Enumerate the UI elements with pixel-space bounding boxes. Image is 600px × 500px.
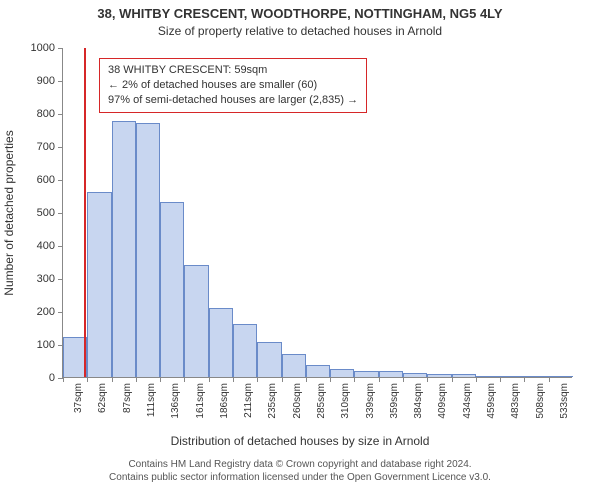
x-tick-label: 211sqm xyxy=(243,383,254,418)
x-tick xyxy=(452,377,453,382)
x-tick-label: 62sqm xyxy=(97,383,108,413)
x-tick xyxy=(87,377,88,382)
x-tick-label: 508sqm xyxy=(535,383,546,419)
y-tick xyxy=(58,114,63,115)
histogram-bar xyxy=(87,192,111,377)
y-tick xyxy=(58,312,63,313)
x-tick xyxy=(233,377,234,382)
x-tick xyxy=(282,377,283,382)
x-tick xyxy=(257,377,258,382)
x-axis-label: Distribution of detached houses by size … xyxy=(0,434,600,448)
x-tick xyxy=(136,377,137,382)
annotation-line: ← 2% of detached houses are smaller (60) xyxy=(108,78,358,93)
y-tick-label: 500 xyxy=(37,207,55,219)
x-tick-label: 87sqm xyxy=(122,383,133,413)
x-tick xyxy=(524,377,525,382)
histogram-bar xyxy=(427,374,451,377)
y-axis-label: Number of detached properties xyxy=(2,130,16,295)
histogram-bar xyxy=(184,265,208,377)
y-tick-label: 700 xyxy=(37,141,55,153)
x-tick-label: 409sqm xyxy=(437,383,448,419)
chart-footer: Contains HM Land Registry data © Crown c… xyxy=(0,458,600,484)
x-tick-label: 359sqm xyxy=(389,383,400,419)
x-tick xyxy=(500,377,501,382)
x-tick-label: 483sqm xyxy=(510,383,521,419)
chart-title-sub: Size of property relative to detached ho… xyxy=(0,24,600,38)
y-tick-label: 100 xyxy=(37,339,55,351)
y-tick-label: 200 xyxy=(37,306,55,318)
histogram-bar xyxy=(306,365,330,377)
x-tick xyxy=(184,377,185,382)
x-tick-label: 339sqm xyxy=(365,383,376,419)
y-tick xyxy=(58,246,63,247)
y-tick-label: 400 xyxy=(37,240,55,252)
x-tick-label: 136sqm xyxy=(170,383,181,419)
y-tick xyxy=(58,180,63,181)
histogram-bar xyxy=(500,376,524,377)
x-tick-label: 111sqm xyxy=(146,383,157,417)
y-tick-label: 800 xyxy=(37,108,55,120)
histogram-bar xyxy=(136,123,160,377)
x-tick-label: 434sqm xyxy=(462,383,473,419)
histogram-bar xyxy=(233,324,257,377)
x-tick-label: 186sqm xyxy=(219,383,230,419)
x-tick xyxy=(354,377,355,382)
histogram-bar xyxy=(379,371,403,377)
histogram-bar xyxy=(282,354,306,377)
x-tick xyxy=(63,377,64,382)
y-tick xyxy=(58,213,63,214)
x-tick xyxy=(379,377,380,382)
x-tick-label: 533sqm xyxy=(559,383,570,419)
y-tick-label: 900 xyxy=(37,75,55,87)
x-tick xyxy=(209,377,210,382)
x-tick xyxy=(476,377,477,382)
plot-area: 0100200300400500600700800900100037sqm62s… xyxy=(62,48,572,378)
histogram-bar xyxy=(452,374,476,377)
footer-line-2: Contains public sector information licen… xyxy=(0,471,600,484)
histogram-bar xyxy=(524,376,548,377)
x-tick xyxy=(112,377,113,382)
histogram-bar xyxy=(112,121,136,377)
chart-root: 38, WHITBY CRESCENT, WOODTHORPE, NOTTING… xyxy=(0,0,600,500)
histogram-bar xyxy=(549,376,573,377)
x-tick xyxy=(306,377,307,382)
histogram-bar xyxy=(160,202,184,377)
annotation-box: 38 WHITBY CRESCENT: 59sqm← 2% of detache… xyxy=(99,58,367,113)
x-tick xyxy=(330,377,331,382)
y-tick xyxy=(58,48,63,49)
histogram-bar xyxy=(403,373,427,377)
y-tick xyxy=(58,279,63,280)
y-tick-label: 1000 xyxy=(31,42,55,54)
x-tick xyxy=(160,377,161,382)
y-tick-label: 0 xyxy=(49,372,55,384)
y-tick-label: 600 xyxy=(37,174,55,186)
x-tick xyxy=(403,377,404,382)
x-tick-label: 161sqm xyxy=(195,383,206,419)
histogram-bar xyxy=(354,371,378,377)
x-tick xyxy=(427,377,428,382)
x-tick-label: 459sqm xyxy=(486,383,497,419)
histogram-bar xyxy=(257,342,281,377)
y-tick xyxy=(58,81,63,82)
annotation-line: 38 WHITBY CRESCENT: 59sqm xyxy=(108,63,358,78)
histogram-bar xyxy=(330,369,354,377)
y-tick-label: 300 xyxy=(37,273,55,285)
histogram-bar xyxy=(209,308,233,377)
x-tick-label: 37sqm xyxy=(73,383,84,413)
y-tick xyxy=(58,147,63,148)
x-tick-label: 384sqm xyxy=(413,383,424,419)
x-tick-label: 310sqm xyxy=(340,383,351,419)
property-marker-line xyxy=(84,48,86,377)
chart-title-main: 38, WHITBY CRESCENT, WOODTHORPE, NOTTING… xyxy=(0,6,600,21)
x-tick-label: 260sqm xyxy=(292,383,303,419)
x-tick-label: 285sqm xyxy=(316,383,327,419)
x-tick xyxy=(549,377,550,382)
footer-line-1: Contains HM Land Registry data © Crown c… xyxy=(0,458,600,471)
histogram-bar xyxy=(476,376,500,377)
annotation-line: 97% of semi-detached houses are larger (… xyxy=(108,93,358,108)
x-tick-label: 235sqm xyxy=(267,383,278,419)
